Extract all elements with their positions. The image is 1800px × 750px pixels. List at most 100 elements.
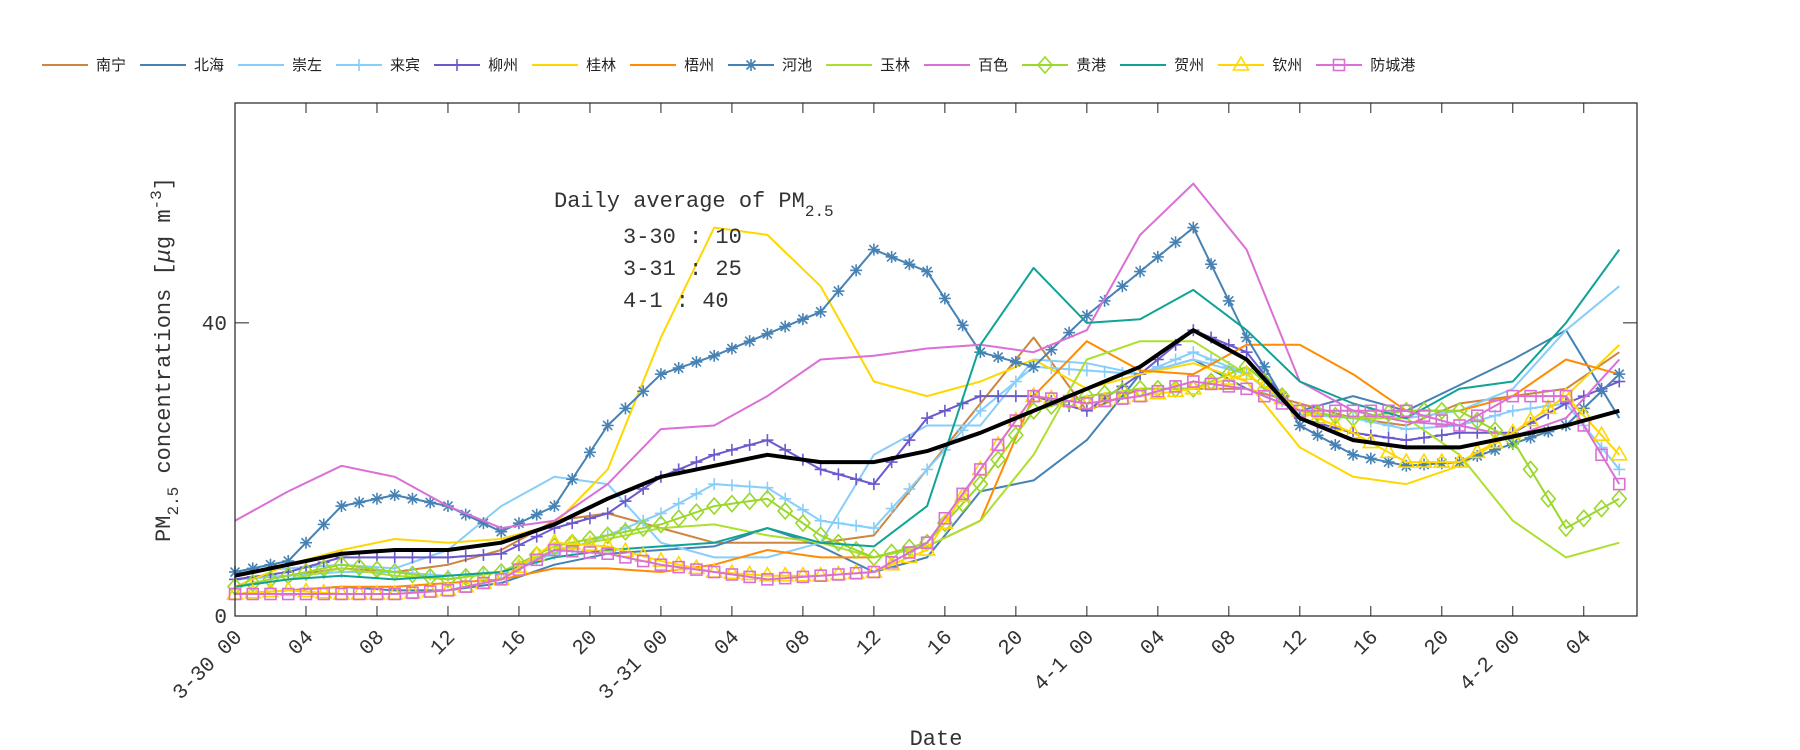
- plot-frame: [234, 102, 1638, 617]
- data-point-marker: [1169, 353, 1182, 366]
- data-point-marker: [885, 502, 898, 515]
- data-point-marker: [545, 533, 564, 549]
- data-point-marker: [990, 450, 1007, 469]
- data-point-marker: [921, 412, 934, 425]
- data-point-marker: [743, 439, 756, 451]
- data-point-marker: [690, 563, 703, 576]
- data-point-marker: [297, 581, 315, 598]
- data-point-marker: [548, 543, 561, 557]
- data-point-marker: [1488, 399, 1502, 413]
- data-point-marker: [404, 565, 421, 584]
- legend-swatch: [826, 63, 873, 66]
- data-point-marker: [974, 390, 987, 403]
- data-point-marker: [262, 570, 279, 589]
- data-point-marker: [707, 565, 721, 579]
- x-tick-label: 12: [1279, 627, 1313, 661]
- legend-label: 来宾: [390, 56, 421, 74]
- data-point-marker: [708, 478, 721, 491]
- data-point-marker: [794, 566, 812, 582]
- data-point-marker: [1613, 463, 1626, 476]
- data-point-marker: [244, 573, 261, 593]
- series-10: [226, 357, 1628, 596]
- data-point-marker: [530, 530, 543, 543]
- data-point-marker: [814, 569, 827, 582]
- data-point-marker: [601, 507, 614, 520]
- legend-swatch: [1022, 55, 1069, 74]
- data-point-marker: [832, 568, 845, 581]
- data-point-marker: [1311, 429, 1324, 442]
- legend-label: 百色: [978, 56, 1009, 74]
- y-label-close: ]: [152, 177, 177, 190]
- series-line: [234, 365, 1620, 588]
- data-point-marker: [903, 482, 916, 495]
- data-point-marker: [1435, 429, 1448, 442]
- y-label-subscript: 2.5: [165, 487, 183, 516]
- data-point-marker: [1134, 265, 1147, 278]
- data-point-marker: [1344, 423, 1362, 439]
- legend-item: 贺州: [1118, 54, 1204, 75]
- data-point-marker: [832, 517, 845, 530]
- data-point-marker: [1205, 258, 1218, 271]
- x-tick-label: 20: [569, 627, 603, 661]
- legend-swatch: [924, 63, 971, 66]
- data-point-marker: [776, 566, 795, 582]
- data-point-marker: [1240, 331, 1253, 344]
- data-point-marker: [1329, 439, 1342, 451]
- data-point-marker: [938, 404, 951, 417]
- series-5: [234, 226, 1620, 588]
- data-point-marker: [974, 346, 987, 359]
- data-point-marker: [1540, 489, 1557, 508]
- y-tick-label: 40: [202, 314, 227, 337]
- data-point-marker: [778, 571, 792, 585]
- data-point-marker: [1116, 392, 1129, 405]
- data-point-marker: [565, 544, 579, 558]
- data-point-marker: [1593, 499, 1610, 518]
- data-point-marker: [690, 456, 703, 469]
- data-point-marker: [936, 513, 953, 533]
- data-point-marker: [1098, 394, 1111, 408]
- data-point-marker: [1470, 409, 1484, 422]
- data-point-marker: [1222, 294, 1235, 307]
- series-layer: [226, 182, 1629, 601]
- legend-swatch: [238, 63, 285, 66]
- data-point-marker: [1364, 404, 1378, 418]
- data-point-marker: [1364, 452, 1377, 465]
- series-line: [234, 328, 1620, 578]
- data-point-marker: [1417, 409, 1431, 422]
- data-point-marker: [1326, 415, 1345, 432]
- data-point-marker: [903, 546, 916, 559]
- data-point-marker: [867, 243, 880, 256]
- data-point-marker: [1415, 401, 1433, 421]
- data-point-marker: [299, 587, 313, 601]
- x-tick-label: 04: [711, 627, 745, 661]
- x-tick-label: 4-1 00: [1030, 627, 1100, 697]
- data-point-marker: [583, 512, 596, 525]
- legend-item: 来宾: [334, 54, 420, 75]
- data-point-marker: [581, 535, 599, 551]
- legend-swatch: [630, 63, 677, 66]
- legend-item: 桂林: [530, 54, 616, 75]
- y-tick-label: 0: [214, 607, 227, 630]
- data-point-marker: [424, 551, 437, 564]
- data-point-marker: [690, 355, 703, 368]
- data-point-marker: [441, 551, 454, 564]
- data-point-marker: [599, 526, 616, 545]
- data-point-marker: [1506, 404, 1519, 417]
- data-point-marker: [335, 587, 348, 601]
- data-point-marker: [246, 587, 260, 601]
- data-point-marker: [1187, 221, 1200, 234]
- data-point-marker: [1432, 452, 1451, 468]
- legend-item: 柳州: [432, 54, 518, 75]
- data-point-marker: [1080, 404, 1093, 417]
- data-point-marker: [1116, 280, 1129, 293]
- data-point-marker: [654, 558, 668, 572]
- data-point-marker: [956, 487, 969, 501]
- legend-label: 钦州: [1272, 56, 1303, 74]
- data-point-marker: [351, 557, 368, 577]
- data-point-marker: [688, 502, 705, 522]
- x-tick-label: 3-30 00: [169, 627, 248, 706]
- y-label-superscript: -3: [148, 190, 166, 209]
- data-point-marker: [619, 402, 632, 415]
- data-point-marker: [512, 563, 526, 576]
- legend-swatch: [1316, 58, 1363, 71]
